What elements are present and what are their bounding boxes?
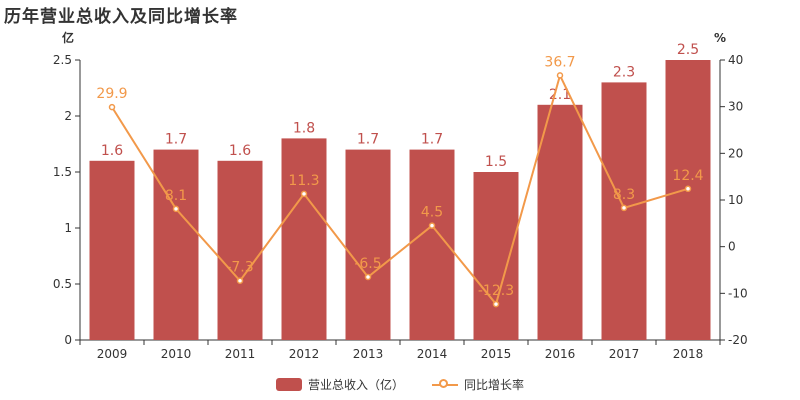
bar-value-label: 1.6 (101, 143, 123, 159)
growth-point (172, 205, 180, 213)
right-axis-tick-label: 10 (728, 193, 743, 207)
growth-point (300, 190, 308, 198)
bar (89, 160, 135, 340)
bar-value-label: 1.7 (165, 132, 187, 148)
left-axis-tick-label: 1.5 (53, 165, 72, 179)
growth-value-label: -6.5 (354, 256, 381, 272)
right-axis-tick-label: -10 (728, 286, 748, 300)
bar (345, 149, 391, 340)
right-axis-unit: % (714, 31, 726, 45)
growth-point (556, 72, 564, 79)
growth-point (236, 277, 244, 284)
bar (473, 172, 519, 340)
legend-line-swatch (432, 378, 458, 391)
x-axis-tick-label: 2011 (225, 347, 256, 361)
growth-point (428, 222, 436, 229)
right-axis-tick-label: 40 (728, 53, 743, 67)
growth-value-label: 8.1 (165, 188, 187, 204)
line-labels: 29.9 8.1 -7.3 11.3 -6.5 4.5 -12.3 36.7 8.3 12.4 (96, 54, 703, 299)
growth-value-label: 12.4 (672, 168, 703, 184)
left-axis-tick-label: 2.5 (53, 53, 72, 67)
right-axis-tick-label: -20 (728, 333, 748, 347)
left-axis-unit: 亿 (62, 30, 74, 45)
right-axis-tick-label: 30 (728, 100, 743, 114)
left-axis-tick-label: 0.5 (53, 277, 72, 291)
right-axis-tick-label: 20 (728, 146, 743, 160)
growth-value-label: -7.3 (226, 260, 253, 276)
growth-point (364, 273, 372, 281)
bar-value-label: 2.5 (677, 42, 699, 58)
growth-line (111, 72, 689, 307)
bar-value-label: 1.6 (229, 143, 251, 159)
bar-value-label: 1.7 (421, 132, 443, 148)
bar-value-label: 1.8 (293, 120, 315, 136)
legend-bar-swatch (275, 378, 302, 391)
legend-label-growth: 同比增长率 (464, 378, 525, 392)
growth-value-label: 4.5 (421, 205, 443, 221)
bar (601, 82, 647, 341)
growth-value-label: 8.3 (613, 187, 635, 203)
right-axis-tick-label: 0 (728, 240, 736, 254)
growth-value-label: 11.3 (288, 173, 319, 189)
x-axis-tick-label: 2012 (289, 347, 320, 361)
growth-point (620, 204, 628, 212)
legend-item-revenue[interactable]: 营业总收入（亿） (275, 376, 404, 393)
growth-value-label: 36.7 (544, 54, 575, 70)
x-axis-tick-label: 2015 (481, 347, 512, 361)
bar (537, 104, 583, 340)
bar-labels: 1.61.71.61.81.7 1.71.52.12.32.5 (101, 42, 699, 170)
bar (153, 149, 199, 340)
x-axis-tick-label: 2009 (97, 347, 128, 361)
bar-value-label: 1.7 (357, 132, 379, 148)
growth-point (684, 185, 692, 193)
legend-label-revenue: 营业总收入（亿） (307, 378, 404, 392)
line-series (108, 72, 692, 308)
growth-value-label: 29.9 (96, 86, 127, 102)
left-axis-tick-label: 0 (64, 333, 72, 347)
growth-point (108, 103, 116, 111)
x-axis-tick-label: 2014 (417, 347, 448, 361)
bar-value-label: 2.3 (613, 64, 635, 80)
bar (281, 138, 327, 340)
left-axis-tick-label: 1 (64, 221, 72, 235)
bar (665, 60, 711, 340)
chart-title: 历年营业总收入及同比增长率 (4, 7, 238, 27)
bar-value-label: 1.5 (485, 154, 507, 170)
left-axis-tick-label: 2 (64, 109, 72, 123)
legend-item-growth[interactable]: 同比增长率 (432, 376, 524, 393)
growth-value-label: -12.3 (478, 283, 514, 299)
legend: 营业总收入（亿） 同比增长率 (0, 376, 800, 393)
x-axis-tick-label: 2016 (545, 347, 576, 361)
x-axis-tick-label: 2013 (353, 347, 384, 361)
bar (217, 160, 263, 340)
x-axis-tick-label: 2018 (673, 347, 704, 361)
x-axis-tick-label: 2017 (609, 347, 640, 361)
x-axis-tick-label: 2010 (161, 347, 192, 361)
growth-point (492, 300, 500, 308)
bar-series (89, 60, 711, 341)
